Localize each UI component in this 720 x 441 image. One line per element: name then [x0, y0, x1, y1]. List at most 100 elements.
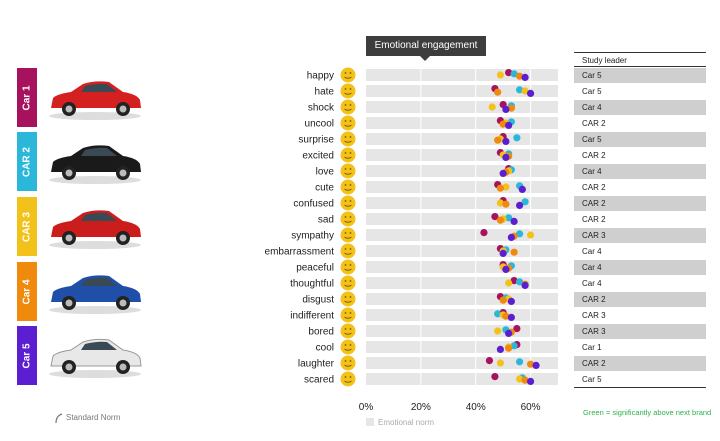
data-point-car-1 [513, 325, 521, 333]
car-legend-item: CAR 2 [17, 132, 147, 191]
data-point-car-5 [507, 233, 515, 241]
car-body [50, 338, 142, 367]
car-label: CAR 2 [21, 146, 33, 177]
chart-title-pointer [420, 56, 430, 61]
car-hub [65, 105, 73, 113]
study-leader-row: CAR 3 [574, 308, 706, 324]
study-leader-row: Car 4 [574, 164, 706, 180]
car-window [81, 212, 117, 221]
category-label: indifferent [290, 311, 334, 322]
data-point-car-2 [516, 230, 524, 238]
data-point-car-4 [502, 200, 510, 208]
data-point-car-4 [521, 376, 529, 384]
norm-bar [366, 277, 558, 289]
car-body [51, 210, 141, 237]
data-point-car-2 [510, 70, 518, 78]
car-legend-item: Car 1 [17, 68, 147, 127]
car-window [81, 147, 117, 156]
x-tick-label: 40% [466, 402, 486, 413]
car-hub [119, 299, 127, 307]
data-point-car-4 [526, 360, 535, 368]
car-hub [65, 363, 73, 371]
data-point-car-1 [491, 213, 499, 221]
car-image [49, 338, 142, 378]
data-point-car-5 [499, 169, 507, 177]
car-label: Car 5 [21, 342, 33, 369]
emotion-face-icon [340, 291, 356, 307]
data-point-car-4 [510, 248, 518, 256]
x-tick-label: 0% [359, 402, 374, 413]
emotion-face-icon [340, 339, 356, 355]
data-point-car-5 [526, 89, 535, 97]
study-leader-row: Car 4 [574, 276, 706, 292]
emotion-face-icon [340, 259, 356, 275]
data-point-car-3 [496, 359, 504, 367]
data-point-car-5 [532, 361, 540, 369]
data-point-car-5 [505, 121, 513, 129]
study-leader-row: CAR 3 [574, 228, 706, 244]
norm-bar [366, 69, 558, 81]
category-label: shock [308, 103, 335, 114]
category-label: uncool [305, 119, 334, 130]
data-point-car-2 [510, 342, 518, 350]
data-point-car-2 [516, 86, 524, 94]
emotion-face-icon [340, 371, 356, 387]
car-legend-item: Car 5 [17, 326, 147, 385]
standard-norm-label: Standard Norm [66, 413, 121, 423]
norm-bar [366, 133, 558, 145]
category-label: cute [315, 183, 334, 194]
data-point-car-4 [502, 312, 510, 320]
norm-bar [366, 245, 558, 257]
study-leader-row: Car 5 [574, 372, 706, 388]
car-hub [119, 169, 127, 177]
standard-norm-icon [55, 413, 63, 424]
study-leader-row: CAR 3 [574, 324, 706, 340]
car-hub [65, 234, 73, 242]
data-point-car-2 [521, 198, 529, 206]
emotion-face-icon [340, 83, 356, 99]
car-color-tab: Car 5 [17, 326, 37, 385]
study-leader-row: CAR 2 [574, 148, 706, 164]
data-point-car-5 [502, 137, 510, 145]
study-leader-row: CAR 2 [574, 196, 706, 212]
car-label: Car 4 [21, 278, 33, 305]
category-label: embarrassment [265, 247, 335, 258]
car-window [81, 277, 117, 286]
car-body [51, 145, 141, 172]
category-label: excited [302, 151, 334, 162]
emotional-norm-legend-label: Emotional norm [378, 418, 434, 427]
category-label: love [316, 167, 335, 178]
data-point-car-4 [507, 104, 515, 112]
data-point-car-4 [516, 72, 524, 80]
car-body [51, 81, 141, 108]
car-body [51, 275, 141, 302]
car-hub [65, 299, 73, 307]
car-color-tab: CAR 3 [17, 197, 37, 256]
data-point-car-3 [502, 183, 510, 191]
car-image [49, 275, 141, 314]
study-leader-row: CAR 2 [574, 116, 706, 132]
study-leader-row: Car 5 [574, 68, 706, 84]
study-leader-row: Car 4 [574, 100, 706, 116]
data-point-car-3 [505, 279, 513, 287]
data-point-car-4 [499, 296, 507, 304]
norm-bar [366, 85, 558, 97]
emotion-face-icon [340, 323, 356, 339]
data-point-car-2 [505, 214, 513, 222]
study-leader-row: Car 4 [574, 260, 706, 276]
norm-bar [366, 101, 558, 113]
data-point-car-4 [499, 120, 507, 128]
data-point-car-2 [494, 310, 502, 318]
category-label: thoughtful [290, 279, 334, 290]
norm-bar [366, 165, 558, 177]
norm-bar [366, 197, 558, 209]
norm-bar [366, 117, 558, 129]
data-point-car-3 [494, 327, 502, 335]
data-point-car-1 [480, 229, 488, 237]
data-point-car-5 [502, 153, 510, 161]
data-point-car-3 [521, 87, 529, 95]
category-label: happy [307, 71, 334, 82]
norm-bar [366, 357, 558, 369]
norm-bar [366, 213, 558, 225]
data-point-car-3 [526, 231, 535, 239]
